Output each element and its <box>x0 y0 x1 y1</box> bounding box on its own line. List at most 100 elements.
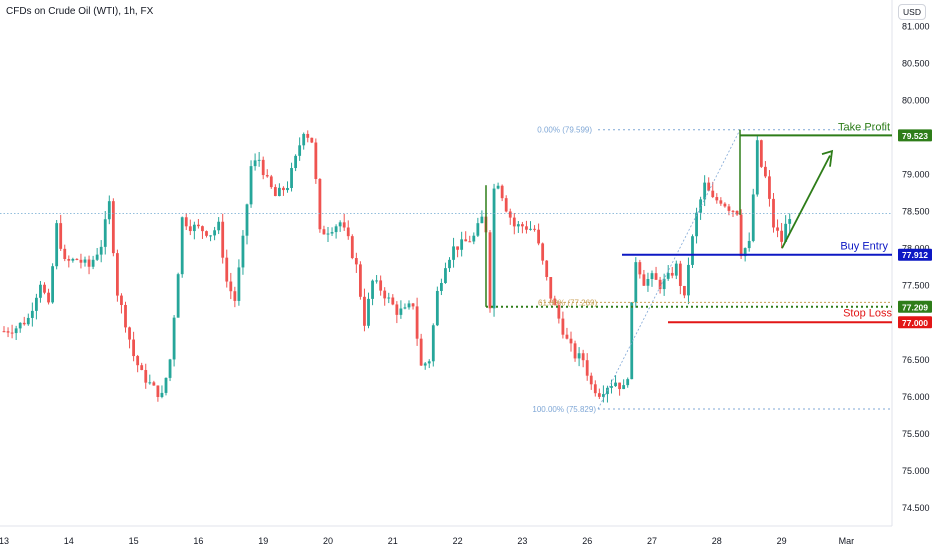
buy-entry-label: Buy Entry <box>840 241 888 253</box>
x-tick-label: 21 <box>388 536 398 546</box>
candle-body <box>367 298 370 326</box>
currency-button[interactable]: USD <box>898 4 926 20</box>
candle-body <box>371 280 374 299</box>
fib-100-label: 100.00% (75.829) <box>532 405 596 414</box>
candle-body <box>229 281 233 292</box>
candle-body <box>51 266 54 303</box>
candle-body <box>496 185 500 189</box>
candle-body <box>322 229 326 235</box>
candle-body <box>26 317 30 325</box>
candle-body <box>476 223 480 236</box>
candle-body <box>91 259 95 267</box>
candle-body <box>346 227 350 237</box>
candle-body <box>589 375 593 385</box>
candle-body <box>205 231 208 236</box>
candle-body <box>448 259 451 269</box>
candle-body <box>107 201 111 220</box>
candle-body <box>415 306 419 339</box>
candle-body <box>164 377 168 393</box>
candle-body <box>39 284 42 298</box>
candle-body <box>253 160 257 167</box>
candle-body <box>249 166 253 205</box>
candle-body <box>545 260 549 278</box>
candle-body <box>298 145 302 156</box>
candle-body <box>257 159 261 161</box>
candle-body <box>383 290 387 299</box>
candle-body <box>132 339 135 357</box>
candle-body <box>363 296 366 326</box>
candle-body <box>687 264 690 296</box>
chart-title: CFDs on Crude Oil (WTI), 1h, FX <box>6 6 154 17</box>
candle-body <box>330 232 334 234</box>
x-tick-label: 26 <box>582 536 592 546</box>
candle-body <box>411 303 415 307</box>
candle-body <box>241 235 245 268</box>
price-tag-stop-loss: 77.000 <box>902 318 928 328</box>
candle-body <box>168 359 172 378</box>
candle-body <box>654 273 658 280</box>
candle-body <box>35 297 38 311</box>
candle-body <box>342 222 346 228</box>
candle-body <box>602 394 605 397</box>
candle-body <box>120 295 123 305</box>
candle-body <box>597 393 601 397</box>
candle-body <box>124 304 127 328</box>
x-tick-label: Mar <box>839 536 855 546</box>
candle-body <box>59 223 63 249</box>
candle-body <box>282 187 285 191</box>
candle-body <box>666 272 670 279</box>
candle-body <box>350 236 354 259</box>
candle-body <box>354 258 358 265</box>
candle-body <box>128 327 131 340</box>
candle-body <box>658 279 662 290</box>
candle-body <box>431 325 435 362</box>
candle-body <box>488 232 492 309</box>
candle-body <box>435 290 439 326</box>
candle-body <box>541 243 545 261</box>
candle-body <box>225 257 229 282</box>
candle-body <box>201 226 204 232</box>
candle-body <box>719 200 723 204</box>
y-tick-label: 79.000 <box>902 170 930 180</box>
candle-body <box>144 370 148 383</box>
price-tag-buy-entry-bg <box>898 248 932 261</box>
candle-body <box>703 182 707 200</box>
candle-body <box>638 262 642 275</box>
candle-body <box>2 331 6 333</box>
candle-body <box>460 239 464 250</box>
candle-body <box>221 221 225 258</box>
candle-body <box>642 274 646 286</box>
candle-body <box>662 278 666 290</box>
candle-body <box>504 198 508 212</box>
candle-body <box>525 226 528 230</box>
candle-body <box>278 187 281 197</box>
candle-body <box>375 280 378 282</box>
candle-body <box>359 264 362 297</box>
candle-body <box>67 259 71 261</box>
candle-body <box>197 224 200 227</box>
candle-body <box>379 280 383 291</box>
candle-body <box>521 224 524 227</box>
candle-body <box>306 133 310 138</box>
candle-body <box>318 179 322 230</box>
candle-body <box>646 279 650 286</box>
candle-body <box>626 379 630 386</box>
x-tick-label: 28 <box>712 536 722 546</box>
candle-body <box>75 258 79 260</box>
candle-body <box>334 226 338 233</box>
x-tick-label: 29 <box>777 536 787 546</box>
candle-body <box>148 382 152 384</box>
candle-body <box>622 385 626 390</box>
candle-body <box>444 268 447 284</box>
y-tick-label: 74.500 <box>902 503 930 513</box>
candle-body <box>468 241 472 243</box>
stop-loss-label: Stop Loss <box>843 307 892 319</box>
candle-body <box>160 392 164 397</box>
candle-body <box>464 239 468 242</box>
candle-body <box>565 334 569 339</box>
candle-body <box>452 246 455 260</box>
y-tick-label: 76.000 <box>902 392 930 402</box>
price-tag-take-profit-bg <box>898 129 932 142</box>
